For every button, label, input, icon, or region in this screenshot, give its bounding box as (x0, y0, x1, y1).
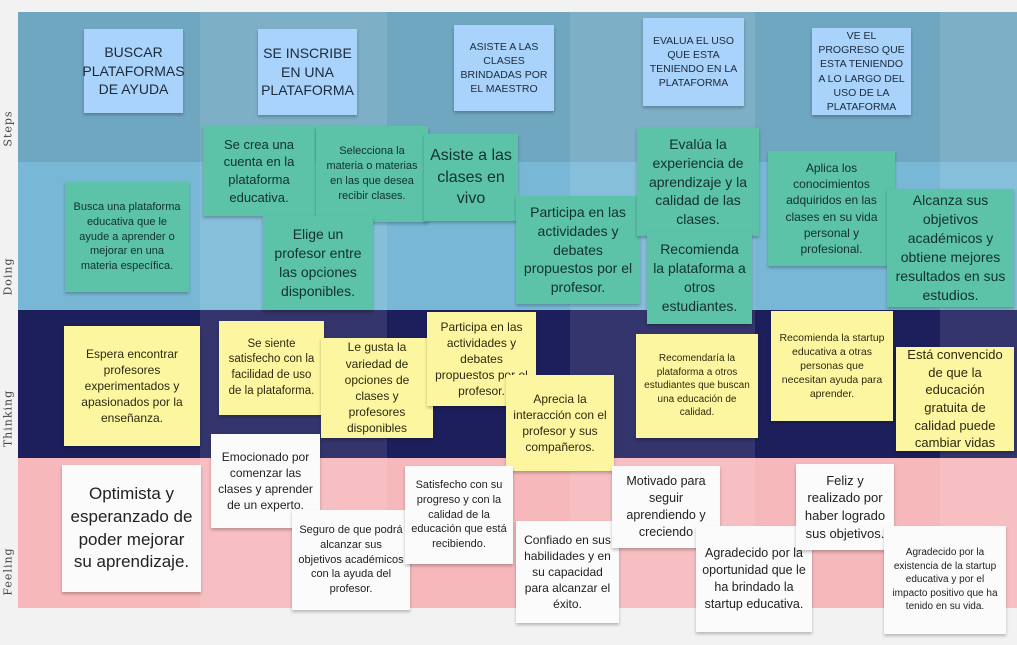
thinking-note[interactable]: Espera encontrar profesores experimentad… (64, 326, 200, 446)
column-shade (940, 12, 1017, 608)
doing-note[interactable]: Busca una plataforma educativa que le ay… (65, 182, 189, 292)
thinking-note[interactable]: Aprecia la interacción con el profesor y… (506, 375, 614, 471)
feeling-note[interactable]: Satisfecho con su progreso y con la cali… (405, 466, 513, 564)
doing-note[interactable]: Selecciona la materia o materias en las … (316, 126, 428, 222)
doing-note[interactable]: Alcanza sus objetivos académicos y obtie… (887, 189, 1014, 307)
thinking-note[interactable]: Recomienda la startup educativa a otras … (771, 311, 893, 421)
doing-note[interactable]: Participa en las actividades y debates p… (516, 196, 640, 304)
thinking-note[interactable]: Recomendaría la plataforma a otros estud… (636, 334, 758, 438)
row-label-thinking: Thinking (1, 389, 15, 448)
row-label-steps: Steps (1, 110, 15, 147)
feeling-note[interactable]: Seguro de que podrá alcanzar sus objetiv… (292, 510, 410, 610)
thinking-note[interactable]: Participa en las actividades y debates p… (427, 312, 536, 406)
feeling-note[interactable]: Motivado para seguir aprendiendo y creci… (612, 466, 720, 548)
feeling-note[interactable]: Confiado en sus habilidades y en su capa… (516, 521, 619, 623)
feeling-note[interactable]: Feliz y realizado por haber logrado sus … (796, 464, 894, 550)
step-note[interactable]: EVALUA EL USO QUE ESTA TENIENDO EN LA PL… (643, 18, 744, 106)
thinking-note[interactable]: Le gusta la variedad de opciones de clas… (321, 338, 433, 438)
step-note[interactable]: BUSCAR PLATAFORMAS DE AYUDA (82, 29, 185, 113)
doing-note[interactable]: Recomienda la plataforma a otros estudia… (647, 232, 752, 324)
step-note[interactable]: SE INSCRIBE EN UNA PLATAFORMA (258, 29, 357, 115)
step-note[interactable]: VE EL PROGRESO QUE ESTA TENIENDO A LO LA… (812, 28, 911, 115)
thinking-note[interactable]: Se siente satisfecho con la facilidad de… (219, 321, 324, 415)
row-label-feeling: Feeling (1, 547, 15, 596)
doing-note[interactable]: Aplica los conocimientos adquiridos en l… (768, 151, 895, 266)
feeling-note[interactable]: Optimista y esperanzado de poder mejorar… (62, 465, 201, 592)
row-label-doing: Doing (1, 257, 15, 296)
doing-note[interactable]: Elige un profesor entre las opciones dis… (263, 216, 373, 310)
doing-note[interactable]: Se crea una cuenta en la plataforma educ… (203, 126, 315, 216)
thinking-note[interactable]: Está convencido de que la educación grat… (896, 347, 1014, 451)
feeling-note[interactable]: Agradecido por la oportunidad que le ha … (696, 526, 812, 632)
feeling-note[interactable]: Agradecido por la existencia de la start… (884, 526, 1006, 634)
step-note[interactable]: ASISTE A LAS CLASES BRINDADAS POR EL MAE… (454, 25, 554, 111)
doing-note[interactable]: Evalúa la experiencia de aprendizaje y l… (637, 128, 759, 236)
doing-note[interactable]: Asiste a las clases en vivo (424, 134, 518, 221)
